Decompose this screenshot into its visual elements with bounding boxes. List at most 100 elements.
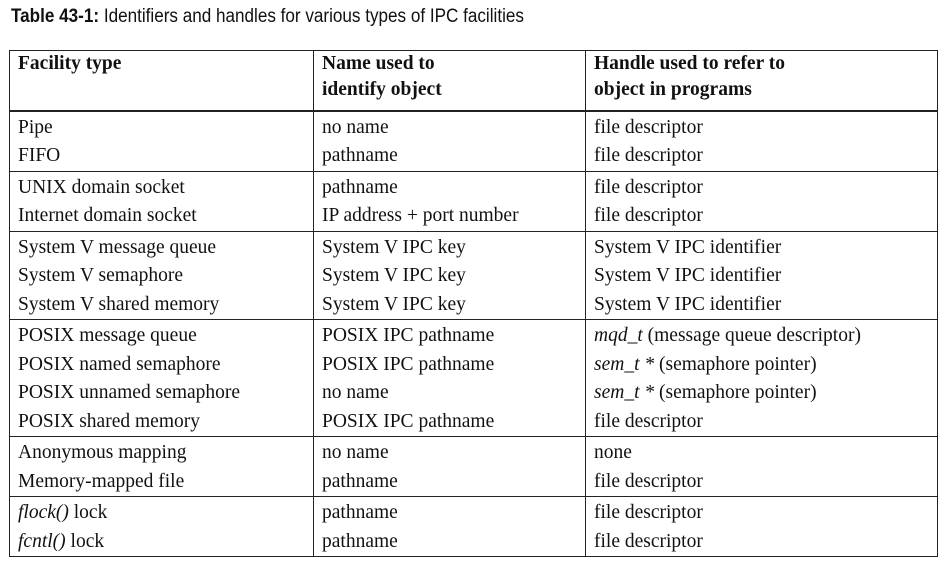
- identifier-name-cell: POSIX IPC pathname: [313, 350, 586, 379]
- facility-type-cell: POSIX named semaphore: [9, 350, 314, 379]
- identifier-name: System V IPC key: [322, 293, 466, 315]
- identifier-name-cell: System V IPC key: [313, 290, 586, 320]
- facility-type-cell: Anonymous mapping: [9, 436, 314, 468]
- identifier-name: pathname: [322, 176, 398, 198]
- identifier-name: pathname: [322, 470, 398, 492]
- handle-label: file descriptor: [594, 530, 703, 552]
- facility-type-cell: System V shared memory: [9, 290, 314, 320]
- handle-label: System V IPC identifier: [594, 265, 782, 286]
- identifier-name-cell: System V IPC key: [313, 262, 586, 291]
- facility-label: Anonymous mapping: [18, 442, 187, 463]
- identifier-name: System V IPC key: [322, 265, 466, 286]
- table-row: fcntl() lock pathname file descriptor: [9, 527, 938, 557]
- table-row: System V shared memory System V IPC key Sy…: [9, 290, 938, 320]
- facility-label: System V semaphore: [18, 265, 184, 286]
- table-row: Internet domain socket IP address + port …: [9, 202, 938, 232]
- facility-label: Internet domain socket: [18, 205, 197, 226]
- facility-label: UNIX domain socket: [18, 176, 185, 198]
- table-row: POSIX message queue POSIX IPC pathname mqd…: [9, 319, 938, 351]
- facility-type-cell: fcntl() lock: [9, 527, 314, 557]
- facility-label: FIFO: [18, 145, 61, 166]
- identifier-name: pathname: [322, 530, 398, 552]
- facility-type-cell: POSIX message queue: [9, 319, 314, 351]
- handle-label: (semaphore pointer): [654, 382, 817, 403]
- header-name-used: Name used to identify object: [313, 50, 586, 112]
- identifier-name-cell: no name: [313, 379, 586, 408]
- handle-cell: none: [585, 436, 938, 468]
- handle-label: file descriptor: [594, 410, 703, 432]
- facility-label: POSIX shared memory: [18, 410, 200, 432]
- facility-label: System V message queue: [18, 236, 217, 258]
- identifier-name-cell: pathname: [313, 142, 586, 172]
- handle-label: none: [594, 442, 632, 463]
- table-row: System V semaphore System V IPC key System…: [9, 262, 938, 291]
- handle-label: System V IPC identifier: [594, 236, 782, 258]
- handle-cell: System V IPC identifier: [585, 230, 938, 262]
- facility-label: System V shared memory: [18, 293, 220, 315]
- handle-cell: sem_t * (semaphore pointer): [585, 379, 938, 408]
- table-row: Anonymous mapping no name none: [9, 436, 938, 468]
- handle-label: file descriptor: [594, 176, 703, 198]
- handle-cell: sem_t * (semaphore pointer): [585, 350, 938, 379]
- handle-cell: file descriptor: [585, 110, 938, 142]
- identifier-name: no name: [322, 116, 389, 138]
- handle-cell: file descriptor: [585, 142, 938, 172]
- identifier-name: pathname: [322, 502, 398, 523]
- identifier-name: POSIX IPC pathname: [322, 353, 495, 375]
- handle-cell: file descriptor: [585, 202, 938, 232]
- identifier-name: no name: [322, 442, 389, 463]
- handle-label: file descriptor: [594, 502, 703, 523]
- handle-label: System V IPC identifier: [594, 293, 782, 315]
- identifier-name: POSIX IPC pathname: [322, 410, 495, 432]
- identifier-name-cell: pathname: [313, 496, 586, 528]
- identifier-name: System V IPC key: [322, 236, 466, 258]
- table-caption: Table 43-1: Identifiers and handles for …: [11, 6, 524, 28]
- facility-label: POSIX named semaphore: [18, 353, 221, 375]
- facility-function-name: flock(): [18, 502, 69, 523]
- identifier-name-cell: pathname: [313, 170, 586, 202]
- identifier-name: IP address + port number: [322, 205, 519, 226]
- handle-cell: System V IPC identifier: [585, 290, 938, 320]
- handle-label: file descriptor: [594, 470, 703, 492]
- facility-label: lock: [68, 502, 108, 523]
- handle-label: file descriptor: [594, 145, 703, 166]
- table-row: System V message queue System V IPC key Sy…: [9, 230, 938, 262]
- identifier-name-cell: System V IPC key: [313, 230, 586, 262]
- facility-type-cell: Memory-mapped file: [9, 467, 314, 497]
- handle-cell: file descriptor: [585, 496, 938, 528]
- handle-label: (message queue descriptor): [642, 325, 861, 346]
- header-row: Facility type Name used to identify objec…: [9, 50, 938, 112]
- identifier-name: POSIX IPC pathname: [322, 325, 495, 346]
- table-row: POSIX named semaphore POSIX IPC pathname s…: [9, 350, 938, 379]
- facility-function-name: fcntl(): [18, 530, 66, 552]
- facility-type-cell: System V message queue: [9, 230, 314, 262]
- table-body: Pipe no name file descriptor FIFO pathname fi…: [9, 110, 938, 557]
- table-row: UNIX domain socket pathname file descripto…: [9, 170, 938, 202]
- handle-cell: System V IPC identifier: [585, 262, 938, 291]
- identifier-name-cell: POSIX IPC pathname: [313, 407, 586, 437]
- table-row: Memory-mapped file pathname file descripto…: [9, 467, 938, 497]
- facility-type-cell: Pipe: [9, 110, 314, 142]
- handle-cell: file descriptor: [585, 407, 938, 437]
- facility-type-cell: POSIX unnamed semaphore: [9, 379, 314, 408]
- handle-type-name: sem_t *: [594, 382, 655, 403]
- handle-label: (semaphore pointer): [654, 353, 817, 375]
- handle-label: file descriptor: [594, 205, 703, 226]
- handle-cell: file descriptor: [585, 170, 938, 202]
- caption-label: Table 43-1:: [11, 6, 100, 27]
- identifier-name: no name: [322, 382, 389, 403]
- facility-type-cell: FIFO: [9, 142, 314, 172]
- ipc-facilities-table: Facility type Name used to identify objec…: [9, 50, 938, 557]
- handle-type-name: sem_t *: [594, 353, 655, 375]
- identifier-name: pathname: [322, 145, 398, 166]
- handle-cell: file descriptor: [585, 527, 938, 557]
- facility-type-cell: flock() lock: [9, 496, 314, 528]
- facility-label: POSIX unnamed semaphore: [18, 382, 241, 403]
- header-facility-type: Facility type: [9, 50, 314, 112]
- facility-type-cell: UNIX domain socket: [9, 170, 314, 202]
- identifier-name-cell: POSIX IPC pathname: [313, 319, 586, 351]
- facility-label: Memory-mapped file: [18, 470, 185, 492]
- table-row: flock() lock pathname file descriptor: [9, 496, 938, 528]
- identifier-name-cell: no name: [313, 110, 586, 142]
- facility-type-cell: Internet domain socket: [9, 202, 314, 232]
